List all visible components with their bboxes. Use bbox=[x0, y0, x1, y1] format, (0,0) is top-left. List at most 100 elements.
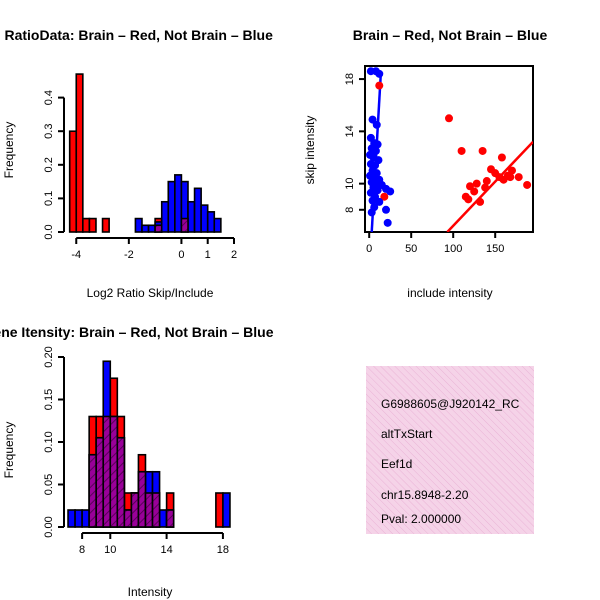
y-tick-label: 14 bbox=[344, 125, 356, 137]
bar-overlap bbox=[95, 436, 105, 528]
scatter-point-not-brain bbox=[371, 146, 380, 155]
bar-overlap bbox=[130, 492, 140, 528]
scatter-point-brain bbox=[481, 183, 490, 192]
x-tick-label: -4 bbox=[71, 249, 81, 261]
scatter-point-brain bbox=[457, 146, 466, 155]
scatter-point-brain bbox=[472, 179, 481, 188]
bar-overlap bbox=[102, 415, 112, 528]
y-tick-label: 0.10 bbox=[43, 431, 55, 452]
x-tick-label: 0 bbox=[366, 243, 372, 255]
scatter-title: Brain – Red, Not Brain – Blue bbox=[353, 27, 548, 43]
info-probe-id: G6988605@J920142_RC bbox=[381, 397, 520, 411]
bar-not-brain bbox=[158, 509, 168, 528]
bar-not-brain bbox=[141, 224, 150, 233]
scatter-point-brain bbox=[470, 187, 479, 196]
bar-not-brain bbox=[147, 224, 156, 233]
scatter-point-brain bbox=[514, 173, 523, 182]
scatter-point-not-brain bbox=[368, 196, 377, 205]
bar-not-brain bbox=[160, 200, 170, 233]
ratio-histogram-ylabel: Frequency bbox=[2, 122, 16, 179]
bar-not-brain bbox=[167, 180, 176, 233]
bar-not-brain bbox=[81, 509, 90, 528]
y-tick-label: 0.2 bbox=[43, 157, 55, 172]
bar-not-brain bbox=[174, 174, 183, 233]
y-tick-label: 10 bbox=[344, 178, 356, 190]
bar-overlap bbox=[154, 224, 163, 233]
y-tick-label: 0.3 bbox=[43, 124, 55, 139]
y-tick-label: 0.00 bbox=[43, 516, 55, 537]
ratio-histogram-bars bbox=[68, 73, 222, 233]
scatter-point-brain bbox=[476, 197, 485, 206]
bar-not-brain bbox=[213, 217, 222, 233]
bar-overlap bbox=[116, 436, 126, 528]
gene-intensity-axes: 8 10 14 18 0.00 0.05 0.10 0.15 0.20 bbox=[43, 346, 229, 556]
scatter-point-brain bbox=[506, 173, 515, 182]
ratio-histogram-panel: Log2 RatioData: Brain – Red, Not Brain –… bbox=[0, 27, 273, 300]
scatter-point-not-brain bbox=[383, 218, 392, 227]
scatter-point-not-brain bbox=[372, 120, 381, 129]
scatter-point-brain bbox=[508, 166, 516, 175]
scatter-point-brain bbox=[380, 192, 389, 201]
scatter-point-brain bbox=[464, 195, 473, 204]
scatter-point-brain bbox=[478, 146, 487, 155]
y-tick-label: 0.0 bbox=[43, 224, 55, 239]
ratio-histogram-xlabel: Log2 Ratio Skip/Include bbox=[87, 286, 214, 300]
ratio-histogram-title: Log2 RatioData: Brain – Red, Not Brain –… bbox=[0, 27, 273, 43]
y-tick-label: 0.15 bbox=[43, 389, 55, 410]
gene-intensity-ylabel: Frequency bbox=[2, 422, 16, 479]
scatter-points bbox=[366, 67, 532, 227]
gene-intensity-xlabel: Intensity bbox=[128, 585, 173, 599]
x-tick-label: 150 bbox=[486, 243, 504, 255]
gene-intensity-histogram-panel: Gene Itensity: Brain – Red, Not Brain – … bbox=[0, 324, 274, 599]
x-tick-label: 0 bbox=[178, 249, 184, 261]
bar-not-brain bbox=[193, 187, 202, 233]
bar-not-brain bbox=[200, 204, 209, 233]
info-box-panel: G6988605@J920142_RC altTxStart Eef1d chr… bbox=[366, 366, 534, 534]
scatter-point-not-brain bbox=[373, 140, 382, 149]
scatter-point-brain bbox=[497, 153, 506, 162]
bar-not-brain bbox=[206, 211, 216, 233]
info-location: chr15.8948-2.20 bbox=[381, 488, 469, 502]
y-tick-label: 8 bbox=[344, 207, 356, 213]
fit-line-brain-fit bbox=[446, 140, 533, 232]
scatter-axes: 0 50 100 150 8 10 14 18 bbox=[344, 73, 504, 255]
bar-overlap bbox=[137, 470, 147, 528]
scatter-point-brain bbox=[523, 180, 532, 189]
scatter-point-not-brain bbox=[375, 197, 384, 206]
info-pval: Pval: 2.000000 bbox=[381, 512, 461, 526]
y-tick-label: 0.20 bbox=[43, 346, 55, 367]
bar-not-brain bbox=[74, 509, 83, 528]
bar-brain bbox=[82, 217, 91, 233]
info-box-clip: G6988605@J920142_RC altTxStart Eef1d chr… bbox=[381, 397, 520, 526]
bar-not-brain bbox=[67, 509, 76, 528]
info-gene: Eef1d bbox=[381, 457, 412, 471]
x-tick-label: 10 bbox=[104, 544, 116, 556]
info-event-type: altTxStart bbox=[381, 427, 433, 441]
bar-brain bbox=[101, 217, 110, 233]
y-tick-label: 0.05 bbox=[43, 474, 55, 495]
bar-overlap bbox=[151, 492, 161, 528]
bar-brain bbox=[75, 73, 84, 233]
scatter-point-brain bbox=[482, 177, 491, 186]
x-tick-label: -2 bbox=[124, 249, 134, 261]
scatter-point-not-brain bbox=[382, 205, 390, 214]
y-tick-label: 0.4 bbox=[43, 90, 55, 105]
scatter-point-not-brain bbox=[375, 69, 384, 78]
y-tick-label: 18 bbox=[344, 73, 356, 85]
x-tick-label: 8 bbox=[79, 544, 85, 556]
x-tick-label: 1 bbox=[205, 249, 211, 261]
scatter-point-not-brain bbox=[373, 186, 382, 195]
bar-overlap bbox=[123, 509, 133, 528]
scatter-point-not-brain bbox=[386, 187, 395, 196]
intensity-scatter-panel: Brain – Red, Not Brain – Blue 0 50 100 150 8… bbox=[303, 27, 547, 300]
y-tick-label: 0.1 bbox=[43, 191, 55, 206]
scatter-xlabel: include intensity bbox=[407, 286, 492, 300]
x-tick-label: 50 bbox=[405, 243, 417, 255]
x-tick-label: 100 bbox=[444, 243, 462, 255]
scatter-ylabel: skip intensity bbox=[303, 116, 317, 185]
bar-overlap bbox=[144, 492, 154, 528]
x-tick-label: 2 bbox=[231, 249, 237, 261]
scatter-point-brain bbox=[445, 114, 453, 123]
bar-not-brain bbox=[134, 217, 143, 233]
